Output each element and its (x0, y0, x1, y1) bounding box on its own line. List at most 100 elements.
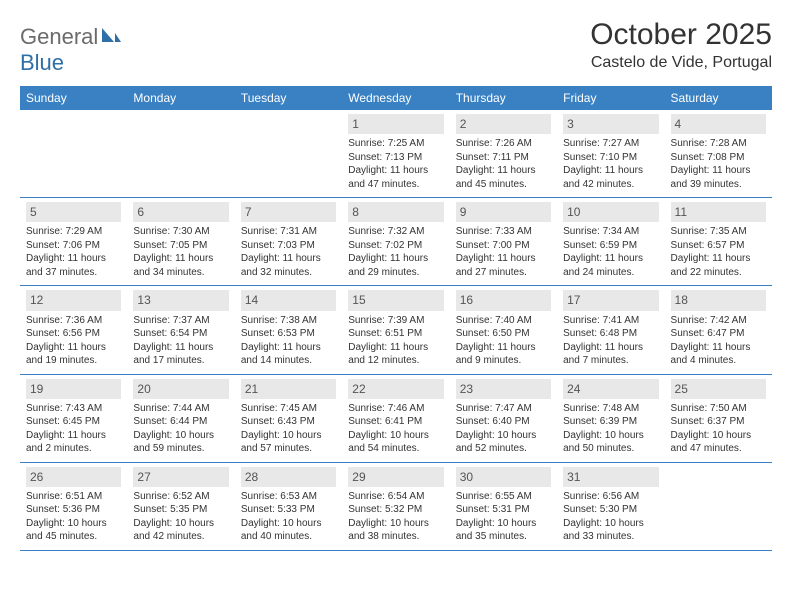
day-number: 12 (26, 290, 121, 310)
daylight-text: Daylight: 10 hours and 59 minutes. (133, 429, 228, 456)
calendar-day-cell: 1 Sunrise: 7:25 AMSunset: 7:13 PMDaylight… (342, 110, 449, 197)
sunset-text: Sunset: 7:08 PM (671, 151, 766, 165)
sunset-text: Sunset: 5:35 PM (133, 503, 228, 517)
sunrise-text: Sunrise: 7:31 AM (241, 225, 336, 239)
daylight-text: Daylight: 10 hours and 45 minutes. (26, 517, 121, 544)
day-info: Sunrise: 7:29 AMSunset: 7:06 PMDaylight:… (26, 225, 121, 279)
calendar-day-cell: 11Sunrise: 7:35 AMSunset: 6:57 PMDayligh… (665, 198, 772, 285)
calendar-day-cell: 21Sunrise: 7:45 AMSunset: 6:43 PMDayligh… (235, 375, 342, 462)
day-number: 25 (671, 379, 766, 399)
sunset-text: Sunset: 6:59 PM (563, 239, 658, 253)
day-info: Sunrise: 6:56 AMSunset: 5:30 PMDaylight:… (563, 490, 658, 544)
calendar-day-cell: 14Sunrise: 7:38 AMSunset: 6:53 PMDayligh… (235, 286, 342, 373)
calendar-body: 1 Sunrise: 7:25 AMSunset: 7:13 PMDaylight… (20, 110, 772, 551)
sunrise-text: Sunrise: 7:46 AM (348, 402, 443, 416)
sunset-text: Sunset: 7:05 PM (133, 239, 228, 253)
day-info: Sunrise: 7:41 AMSunset: 6:48 PMDaylight:… (563, 314, 658, 368)
daylight-text: Daylight: 11 hours and 29 minutes. (348, 252, 443, 279)
calendar-day-cell (20, 110, 127, 197)
weekday-header: Friday (557, 86, 664, 110)
calendar-day-cell: 18 Sunrise: 7:42 AMSunset: 6:47 PMDayligh… (665, 286, 772, 373)
day-info: Sunrise: 7:42 AMSunset: 6:47 PMDaylight:… (671, 314, 766, 368)
sunrise-text: Sunrise: 7:38 AM (241, 314, 336, 328)
calendar-day-cell: 26 Sunrise: 6:51 AMSunset: 5:36 PMDayligh… (20, 463, 127, 550)
day-number: 1 (348, 114, 443, 134)
sunset-text: Sunset: 6:57 PM (671, 239, 766, 253)
sunset-text: Sunset: 7:06 PM (26, 239, 121, 253)
calendar-day-cell: 7Sunrise: 7:31 AMSunset: 7:03 PMDaylight… (235, 198, 342, 285)
calendar-day-cell: 5Sunrise: 7:29 AMSunset: 7:06 PMDaylight… (20, 198, 127, 285)
daylight-text: Daylight: 11 hours and 7 minutes. (563, 341, 658, 368)
daylight-text: Daylight: 10 hours and 33 minutes. (563, 517, 658, 544)
day-number: 6 (133, 202, 228, 222)
sunset-text: Sunset: 7:02 PM (348, 239, 443, 253)
day-info: Sunrise: 7:46 AMSunset: 6:41 PMDaylight:… (348, 402, 443, 456)
calendar-day-cell (127, 110, 234, 197)
weekday-header: Tuesday (235, 86, 342, 110)
day-info: Sunrise: 7:26 AMSunset: 7:11 PMDaylight:… (456, 137, 551, 191)
daylight-text: Daylight: 11 hours and 27 minutes. (456, 252, 551, 279)
day-info: Sunrise: 7:25 AMSunset: 7:13 PMDaylight:… (348, 137, 443, 191)
day-info: Sunrise: 7:45 AMSunset: 6:43 PMDaylight:… (241, 402, 336, 456)
sunrise-text: Sunrise: 7:27 AM (563, 137, 658, 151)
weekday-header: Monday (127, 86, 234, 110)
sunset-text: Sunset: 6:53 PM (241, 327, 336, 341)
sunrise-text: Sunrise: 7:42 AM (671, 314, 766, 328)
sunset-text: Sunset: 6:56 PM (26, 327, 121, 341)
weekday-header: Sunday (20, 86, 127, 110)
day-info: Sunrise: 7:28 AMSunset: 7:08 PMDaylight:… (671, 137, 766, 191)
daylight-text: Daylight: 11 hours and 47 minutes. (348, 164, 443, 191)
calendar-day-cell: 28Sunrise: 6:53 AMSunset: 5:33 PMDayligh… (235, 463, 342, 550)
sunset-text: Sunset: 6:48 PM (563, 327, 658, 341)
sunrise-text: Sunrise: 7:39 AM (348, 314, 443, 328)
sunset-text: Sunset: 6:47 PM (671, 327, 766, 341)
daylight-text: Daylight: 11 hours and 19 minutes. (26, 341, 121, 368)
logo-sail-icon (100, 24, 122, 50)
sunrise-text: Sunrise: 7:47 AM (456, 402, 551, 416)
sunrise-text: Sunrise: 7:32 AM (348, 225, 443, 239)
day-info: Sunrise: 7:33 AMSunset: 7:00 PMDaylight:… (456, 225, 551, 279)
calendar-day-cell: 13 Sunrise: 7:37 AMSunset: 6:54 PMDayligh… (127, 286, 234, 373)
day-number: 26 (26, 467, 121, 487)
day-info: Sunrise: 7:43 AMSunset: 6:45 PMDaylight:… (26, 402, 121, 456)
day-number: 13 (133, 290, 228, 310)
sunrise-text: Sunrise: 7:36 AM (26, 314, 121, 328)
sunset-text: Sunset: 5:32 PM (348, 503, 443, 517)
daylight-text: Daylight: 10 hours and 35 minutes. (456, 517, 551, 544)
weekday-header-row: Sunday Monday Tuesday Wednesday Thursday… (20, 86, 772, 110)
day-info: Sunrise: 6:51 AMSunset: 5:36 PMDaylight:… (26, 490, 121, 544)
daylight-text: Daylight: 11 hours and 2 minutes. (26, 429, 121, 456)
sunset-text: Sunset: 6:45 PM (26, 415, 121, 429)
daylight-text: Daylight: 10 hours and 47 minutes. (671, 429, 766, 456)
calendar-week-row: 26 Sunrise: 6:51 AMSunset: 5:36 PMDayligh… (20, 463, 772, 551)
day-number: 2 (456, 114, 551, 134)
sunrise-text: Sunrise: 7:44 AM (133, 402, 228, 416)
day-info: Sunrise: 7:47 AMSunset: 6:40 PMDaylight:… (456, 402, 551, 456)
sunset-text: Sunset: 5:36 PM (26, 503, 121, 517)
sunrise-text: Sunrise: 7:41 AM (563, 314, 658, 328)
day-number: 18 (671, 290, 766, 310)
title-block: October 2025 Castelo de Vide, Portugal (590, 18, 772, 72)
sunset-text: Sunset: 6:37 PM (671, 415, 766, 429)
day-info: Sunrise: 7:37 AMSunset: 6:54 PMDaylight:… (133, 314, 228, 368)
calendar-day-cell: 17Sunrise: 7:41 AMSunset: 6:48 PMDayligh… (557, 286, 664, 373)
daylight-text: Daylight: 10 hours and 38 minutes. (348, 517, 443, 544)
daylight-text: Daylight: 10 hours and 52 minutes. (456, 429, 551, 456)
day-info: Sunrise: 7:30 AMSunset: 7:05 PMDaylight:… (133, 225, 228, 279)
calendar-day-cell: 15Sunrise: 7:39 AMSunset: 6:51 PMDayligh… (342, 286, 449, 373)
location-text: Castelo de Vide, Portugal (590, 54, 772, 72)
day-number: 7 (241, 202, 336, 222)
calendar-week-row: 12Sunrise: 7:36 AMSunset: 6:56 PMDayligh… (20, 286, 772, 374)
day-info: Sunrise: 7:40 AMSunset: 6:50 PMDaylight:… (456, 314, 551, 368)
day-info: Sunrise: 6:55 AMSunset: 5:31 PMDaylight:… (456, 490, 551, 544)
day-number: 19 (26, 379, 121, 399)
day-number: 31 (563, 467, 658, 487)
weekday-header: Wednesday (342, 86, 449, 110)
daylight-text: Daylight: 11 hours and 12 minutes. (348, 341, 443, 368)
calendar-day-cell (665, 463, 772, 550)
calendar-day-cell: 30Sunrise: 6:55 AMSunset: 5:31 PMDayligh… (450, 463, 557, 550)
sunset-text: Sunset: 6:43 PM (241, 415, 336, 429)
sunset-text: Sunset: 7:13 PM (348, 151, 443, 165)
daylight-text: Daylight: 11 hours and 24 minutes. (563, 252, 658, 279)
daylight-text: Daylight: 10 hours and 54 minutes. (348, 429, 443, 456)
